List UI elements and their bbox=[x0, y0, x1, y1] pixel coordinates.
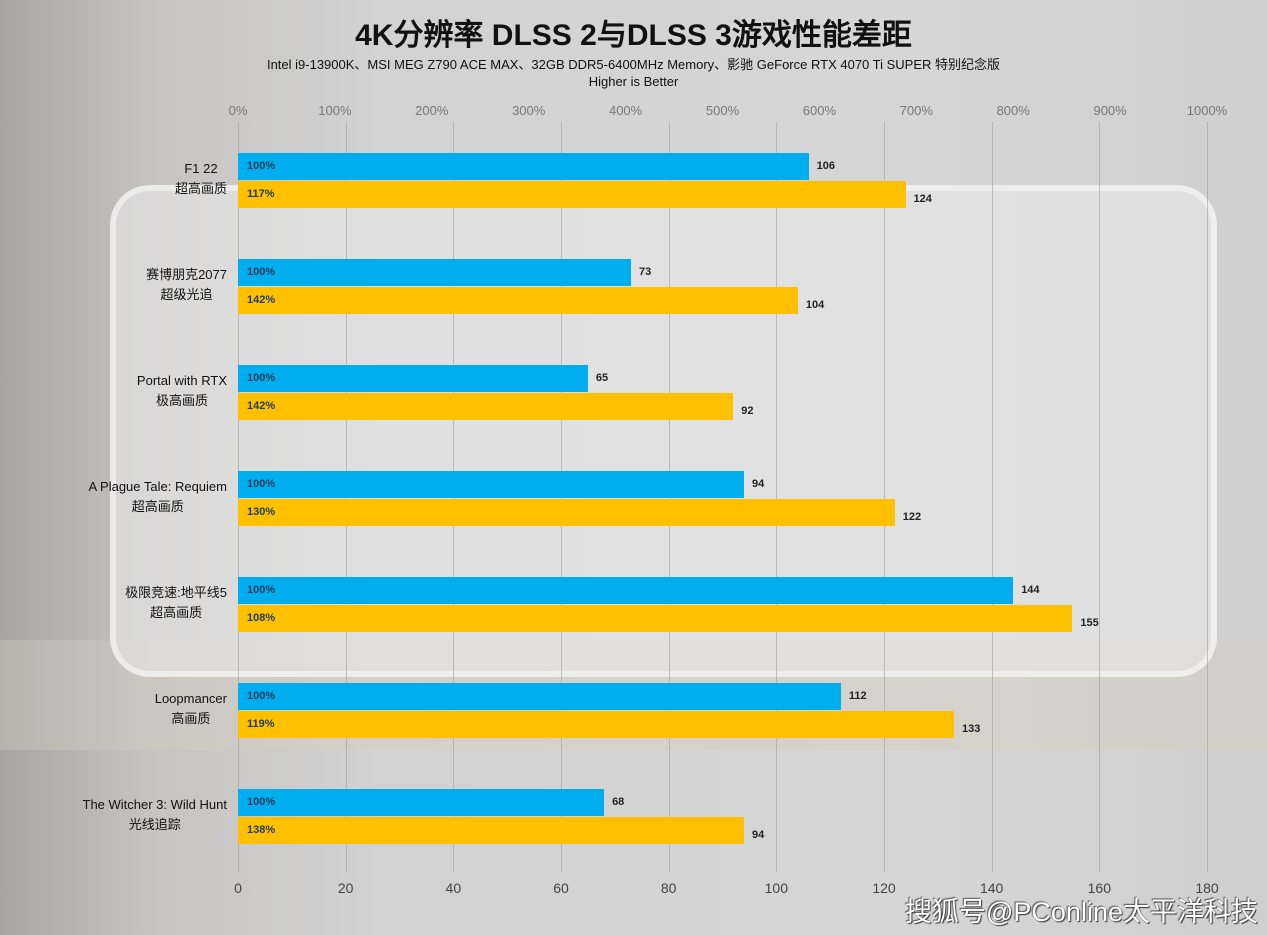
game-name: F1 22 bbox=[184, 161, 218, 176]
x-tick-label: 180 bbox=[1195, 880, 1219, 896]
bar-dlss-2: 100% bbox=[238, 153, 809, 180]
gridline bbox=[1207, 122, 1208, 872]
top-percent-tick-label: 900% bbox=[1093, 103, 1127, 118]
bar-dlss-3: 108% bbox=[238, 605, 1073, 632]
percent-label: 119% bbox=[247, 718, 275, 730]
gridline bbox=[776, 122, 778, 872]
bar-dlss-3: 119% bbox=[238, 711, 954, 738]
bar-dlss-3: 117% bbox=[238, 181, 906, 208]
bar-dlss-3: 142% bbox=[238, 393, 734, 420]
percent-label: 100% bbox=[247, 478, 276, 490]
percent-label: 100% bbox=[247, 796, 276, 808]
value-label: 94 bbox=[752, 829, 765, 841]
category-label: Loopmancer 高画质 bbox=[155, 689, 227, 729]
percent-label: 117% bbox=[247, 188, 275, 200]
chart-title: 4K分辨率 DLSS 2与DLSS 3游戏性能差距 bbox=[355, 19, 912, 52]
percent-label: 142% bbox=[247, 294, 276, 306]
game-name: 极限竞速:地平线5 bbox=[125, 585, 227, 600]
percent-label: 100% bbox=[247, 584, 276, 596]
x-tick-label: 0 bbox=[234, 880, 242, 896]
gridline bbox=[991, 122, 993, 872]
x-tick-label: 140 bbox=[979, 880, 1004, 896]
quality-setting: 超级光追 bbox=[160, 287, 213, 302]
x-tick-label: 20 bbox=[337, 880, 354, 896]
bar-dlss-2: 100% bbox=[238, 789, 605, 816]
bar-dlss-2: 100% bbox=[238, 577, 1014, 604]
watermark: 搜狐号@PConline太平洋科技 bbox=[905, 897, 1258, 927]
x-tick-label: 60 bbox=[553, 880, 569, 896]
quality-setting: 超高画质 bbox=[131, 499, 184, 514]
x-tick-label: 100 bbox=[764, 880, 789, 896]
quality-setting: 高画质 bbox=[171, 711, 211, 726]
x-tick-label: 160 bbox=[1087, 880, 1112, 896]
bar-dlss-2: 100% bbox=[238, 259, 631, 286]
percent-label: 130% bbox=[247, 506, 276, 518]
game-name: Portal with RTX bbox=[136, 373, 227, 388]
top-percent-tick-label: 400% bbox=[608, 103, 643, 118]
percent-label: 138% bbox=[247, 824, 276, 836]
value-label: 124 bbox=[913, 193, 932, 205]
game-name: A Plague Tale: Requiem bbox=[88, 479, 227, 494]
x-tick-label: 120 bbox=[872, 880, 896, 896]
percent-label: 108% bbox=[247, 612, 276, 624]
quality-setting: 极高画质 bbox=[155, 393, 208, 408]
value-label: 155 bbox=[1080, 617, 1099, 629]
top-percent-tick-label: 800% bbox=[996, 103, 1030, 118]
bar-dlss-3: 138% bbox=[238, 817, 745, 844]
game-name: The Witcher 3: Wild Hunt bbox=[82, 797, 228, 812]
category-label: F1 22 超高画质 bbox=[175, 159, 227, 199]
value-label: 92 bbox=[741, 405, 754, 417]
category-label: The Witcher 3: Wild Hunt 光线追踪 bbox=[83, 795, 228, 835]
value-label: 104 bbox=[805, 299, 825, 311]
quality-setting: 超高画质 bbox=[174, 181, 227, 196]
value-label: 73 bbox=[638, 266, 652, 278]
top-percent-tick-label: 100% bbox=[318, 103, 352, 118]
top-percent-tick-label: 0% bbox=[228, 103, 248, 118]
x-tick-label: 40 bbox=[445, 880, 462, 896]
gridline bbox=[1099, 122, 1101, 872]
category-label: 极限竞速:地平线5 超高画质 bbox=[125, 583, 227, 623]
percent-label: 142% bbox=[247, 400, 276, 412]
value-label: 122 bbox=[902, 511, 922, 523]
top-percent-tick-label: 500% bbox=[705, 103, 740, 118]
percent-label: 100% bbox=[247, 266, 276, 278]
category-label: A Plague Tale: Requiem 超高画质 bbox=[88, 477, 227, 517]
bar-dlss-2: 100% bbox=[238, 365, 588, 392]
game-name: 赛博朋克2077 bbox=[146, 267, 227, 282]
value-label: 94 bbox=[752, 478, 765, 490]
top-percent-tick-label: 300% bbox=[512, 103, 546, 118]
game-name: Loopmancer bbox=[154, 691, 227, 706]
category-label: Portal with RTX 极高画质 bbox=[137, 371, 227, 411]
value-label: 112 bbox=[848, 690, 867, 702]
top-percent-tick-label: 1000% bbox=[1186, 103, 1228, 118]
bar-dlss-3: 130% bbox=[238, 499, 895, 526]
x-tick-label: 80 bbox=[660, 880, 677, 896]
chart-subtitle: Intel i9-13900K、MSI MEG Z790 ACE MAX、32G… bbox=[266, 57, 1001, 72]
value-label: 68 bbox=[612, 796, 625, 808]
chart-note: Higher is Better bbox=[588, 74, 679, 89]
top-percent-tick-label: 600% bbox=[802, 103, 837, 118]
percent-label: 100% bbox=[247, 160, 276, 172]
bar-dlss-2: 100% bbox=[238, 683, 841, 710]
top-percent-tick-label: 700% bbox=[899, 103, 933, 118]
value-label: 144 bbox=[1021, 584, 1040, 596]
bar-dlss-2: 100% bbox=[238, 471, 745, 498]
value-label: 106 bbox=[816, 160, 835, 172]
bar-dlss-3: 142% bbox=[238, 287, 798, 314]
top-percent-tick-label: 200% bbox=[415, 103, 449, 118]
percent-label: 100% bbox=[247, 372, 276, 384]
gridline bbox=[884, 122, 885, 872]
percent-label: 100% bbox=[247, 690, 276, 702]
value-label: 133 bbox=[961, 723, 981, 735]
value-label: 65 bbox=[595, 372, 609, 384]
category-label: 赛博朋克2077 超级光追 bbox=[146, 265, 227, 305]
quality-setting: 光线追踪 bbox=[128, 817, 181, 832]
quality-setting: 超高画质 bbox=[150, 605, 203, 620]
